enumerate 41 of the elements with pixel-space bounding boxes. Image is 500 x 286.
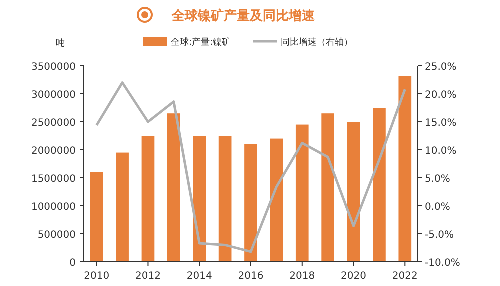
y-tick-label: 500000 bbox=[38, 230, 76, 241]
y-tick-label: 3500000 bbox=[31, 62, 76, 73]
y-tick-label: 1000000 bbox=[31, 202, 76, 213]
bar bbox=[218, 136, 232, 262]
y-tick-label: 2500000 bbox=[31, 118, 76, 129]
y2-tick-label: -10.0% bbox=[425, 258, 460, 269]
legend-label: 全球:产量:镍矿 bbox=[171, 37, 232, 48]
x-tick-label: 2014 bbox=[186, 271, 212, 282]
y-tick-label: 2000000 bbox=[31, 146, 76, 157]
bar bbox=[398, 76, 412, 262]
legend-label: 同比增速（右轴） bbox=[281, 37, 354, 48]
bar bbox=[270, 138, 284, 262]
y-tick-label: 3000000 bbox=[31, 90, 76, 101]
bar bbox=[193, 136, 206, 262]
x-tick-label: 2016 bbox=[238, 271, 264, 282]
y2-tick-label: 20.0% bbox=[425, 90, 457, 101]
x-tick-label: 2020 bbox=[341, 271, 366, 282]
x-tick-label: 2018 bbox=[290, 271, 316, 282]
y-axis-title: 吨 bbox=[56, 38, 65, 49]
x-tick-label: 2010 bbox=[84, 271, 110, 282]
bar bbox=[322, 114, 334, 262]
bar bbox=[116, 152, 129, 262]
y-tick-label: 1500000 bbox=[31, 174, 76, 185]
y2-tick-label: 25.0% bbox=[425, 62, 457, 73]
y2-tick-label: 15.0% bbox=[425, 118, 457, 129]
bar bbox=[168, 114, 180, 262]
bar bbox=[90, 172, 104, 262]
x-tick-label: 2012 bbox=[136, 271, 161, 282]
chart-title: 全球镍矿产量及同比增速 bbox=[171, 8, 316, 24]
bar bbox=[142, 136, 155, 262]
line-series bbox=[96, 82, 406, 254]
x-tick-label: 2022 bbox=[392, 271, 418, 282]
bar bbox=[244, 144, 258, 262]
y2-tick-label: -5.0% bbox=[425, 230, 454, 241]
y-tick-label: 0 bbox=[70, 258, 76, 269]
bar bbox=[373, 108, 386, 262]
bar bbox=[296, 124, 309, 262]
y2-tick-label: 10.0% bbox=[425, 146, 457, 157]
y2-tick-label: 0.0% bbox=[425, 202, 450, 213]
y2-tick-label: 5.0% bbox=[425, 174, 450, 185]
bar bbox=[347, 122, 360, 262]
